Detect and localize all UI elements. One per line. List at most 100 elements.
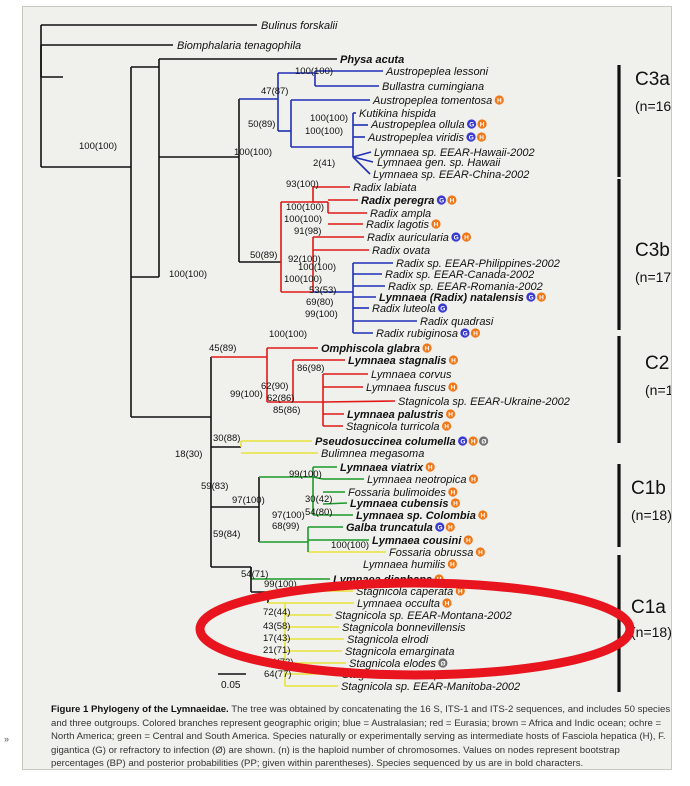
branch-segment xyxy=(312,476,324,480)
host-badge-letter: H xyxy=(471,438,476,445)
node-support-label: 92(100) xyxy=(288,254,321,265)
taxon-label-austropeplea-viridis: Austropeplea viridis xyxy=(367,132,464,144)
node-support-label: 59(83) xyxy=(201,481,228,492)
taxon-label-stagnicola-elodes: Stagnicola elodes xyxy=(349,658,436,670)
host-badge-h-icon xyxy=(475,547,485,557)
host-badge-r-icon xyxy=(479,436,489,446)
host-badge-letter: G xyxy=(437,524,442,531)
taxon-label-galba-truncatula: Galba truncatula xyxy=(346,522,433,534)
host-badge-letter: H xyxy=(445,600,450,607)
node-support-label: 21(71) xyxy=(263,645,290,656)
host-badge-h-icon xyxy=(536,292,546,302)
node-support-label: 100(100) xyxy=(284,214,322,225)
node-support-label: 30(88) xyxy=(213,433,240,444)
node-support-labels: 100(100)100(100)47(87)100(100)50(89)100(… xyxy=(79,66,369,680)
taxon-label-fossaria-bulimoides: Fossaria bulimoides xyxy=(348,487,446,499)
node-support-label: 100(100) xyxy=(269,329,307,340)
host-badge-letter: H xyxy=(539,294,544,301)
node-support-label: 100(100) xyxy=(310,113,348,124)
host-badge-g-icon xyxy=(526,292,536,302)
taxon-labels: Bulinus forskalii Biomphalaria tenagophil… xyxy=(177,20,570,693)
taxon-label-austropeplea-ollula: Austropeplea ollula xyxy=(370,119,465,131)
host-badge-r-icon xyxy=(438,658,448,668)
node-support-label: 45(89) xyxy=(209,343,236,354)
taxon-label-radix-sp-eear-canada-2002: Radix sp. EEAR-Canada-2002 xyxy=(385,269,534,281)
host-badge-h-icon xyxy=(450,498,461,508)
corner-mark: » xyxy=(4,734,10,744)
host-badge-letter: H xyxy=(480,121,485,128)
node-support-label: 100(100) xyxy=(298,262,336,273)
highlight-ellipse xyxy=(195,578,635,680)
host-badge-h-icon xyxy=(470,328,481,338)
clade-chromosome-count: (n=16) xyxy=(635,98,671,114)
node-support-label: 18(30) xyxy=(175,449,202,460)
taxon-label-radix-sp-eear-philippines-2002: Radix sp. EEAR-Philippines-2002 xyxy=(396,258,560,270)
taxon-label-stagnicola-turricola: Stagnicola turricola xyxy=(346,421,440,433)
taxon-label-lymnaea-humilis: Lymnaea humilis xyxy=(363,559,446,571)
host-badge-letter: H xyxy=(464,234,469,241)
host-badge-letter: H xyxy=(471,476,476,483)
taxon-label-lymnaea-viatrix: Lymnaea viatrix xyxy=(340,462,424,474)
host-badge-h-icon xyxy=(477,119,487,129)
node-support-label: 17(43) xyxy=(263,633,290,644)
host-badge-g-icon xyxy=(435,522,445,532)
taxon-label-stagnicola-sp-eear-ukraine-2002: Stagnicola sp. EEAR-Ukraine-2002 xyxy=(398,396,570,408)
taxon-label-lymnaea-stagnalis: Lymnaea stagnalis xyxy=(348,355,446,367)
host-badge-letter: H xyxy=(434,221,439,228)
node-support-label: 69(80) xyxy=(306,297,333,308)
host-badge-letter: H xyxy=(444,423,449,430)
taxon-label-lymnaea-sp-eear-hawaii-2002: Lymnaea sp. EEAR-Hawaii-2002 xyxy=(374,147,535,159)
host-badge-g-icon xyxy=(458,436,468,446)
host-badge-g-icon xyxy=(436,195,446,205)
node-support-label: 30(42) xyxy=(305,494,332,505)
taxon-label-lymnaea-radix-natalensis: Lymnaea (Radix) natalensis xyxy=(379,292,524,304)
taxon-label-lymnaea-sp-colombia: Lymnaea sp. Colombia xyxy=(356,510,476,522)
taxon-label-lymnaea-fuscus: Lymnaea fuscus xyxy=(366,382,446,394)
clade-label: C1b xyxy=(631,478,666,499)
node-support-label: 68(99) xyxy=(272,521,299,532)
host-badge-letter: G xyxy=(529,294,534,301)
clade-label: C1a xyxy=(631,597,666,618)
node-support-label: 54(71) xyxy=(241,569,268,580)
host-badge-letter: H xyxy=(450,561,455,568)
node-support-label: 72(44) xyxy=(263,607,290,618)
taxon-label-austropeplea-lessoni: Austropeplea lessoni xyxy=(385,66,489,78)
node-support-label: 85(86) xyxy=(273,405,300,416)
host-badge-h-icon xyxy=(463,535,473,545)
host-badge-letter: H xyxy=(478,549,483,556)
clade-brackets: C3a (n=16) C3b (n=17) C2 (n=18) C1b (n=18) C1a (n… xyxy=(617,65,671,692)
node-support-label: 97(100) xyxy=(232,495,265,506)
host-badge-letter: G xyxy=(439,197,444,204)
host-badge-letter: H xyxy=(458,588,463,595)
node-support-label: 100(100) xyxy=(79,141,117,152)
node-support-label: 99(100) xyxy=(264,579,297,590)
taxon-label-bulinus-forskalii: Bulinus forskalii xyxy=(261,20,338,32)
caption-text: The tree was obtained by concatenating t… xyxy=(51,704,671,770)
host-badge-letter: H xyxy=(473,330,478,337)
taxon-label-radix-ampla: Radix ampla xyxy=(370,208,431,220)
branch-segment xyxy=(352,156,374,163)
taxon-label-stagnicola-bonnevillensis: Stagnicola bonnevillensis xyxy=(342,622,466,634)
host-badge-letter: H xyxy=(466,537,471,544)
host-badge-h-icon xyxy=(422,343,432,353)
host-badge-h-icon xyxy=(447,559,457,569)
node-support-label: 64(77) xyxy=(264,669,291,680)
host-badge-letter: H xyxy=(481,512,486,519)
node-support-label: 100(100) xyxy=(169,269,207,280)
host-badge-h-icon xyxy=(455,586,465,596)
host-badge-letter: G xyxy=(463,330,468,337)
node-support-label: 54(80) xyxy=(305,507,332,518)
host-badge-letter: H xyxy=(451,357,456,364)
host-badge-letter: H xyxy=(425,345,430,352)
branch-segment xyxy=(322,502,348,505)
host-badge-letter: Ø xyxy=(441,660,446,667)
taxon-label-radix-peregra: Radix peregra xyxy=(361,195,434,207)
host-badge-h-icon xyxy=(468,474,479,484)
host-badge-letter: H xyxy=(428,464,433,471)
host-badge-letter: G xyxy=(469,134,474,141)
host-badge-g-icon xyxy=(460,328,470,338)
taxon-label-radix-quadrasi: Radix quadrasi xyxy=(420,316,494,328)
taxon-label-stagnicola-elrodi: Stagnicola elrodi xyxy=(347,634,429,646)
host-badge-h-icon xyxy=(431,219,441,229)
taxon-label-radix-lagotis: Radix lagotis xyxy=(366,219,429,231)
